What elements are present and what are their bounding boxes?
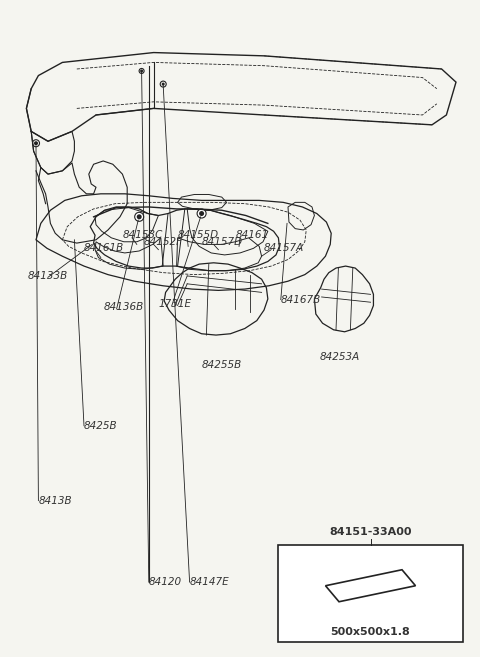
Circle shape [140, 70, 143, 72]
Text: 84147E: 84147E [190, 577, 229, 587]
Bar [278, 545, 463, 642]
Text: 84157D: 84157D [202, 237, 243, 247]
Text: 84253A: 84253A [319, 352, 360, 363]
Text: 84155D: 84155D [178, 230, 219, 240]
Circle shape [34, 141, 38, 145]
Text: 84151-33A00: 84151-33A00 [329, 527, 412, 537]
Text: 84161: 84161 [235, 230, 268, 240]
Text: 84136B: 84136B [103, 302, 144, 312]
Circle shape [135, 212, 144, 221]
Circle shape [197, 209, 206, 218]
Text: 1731E: 1731E [158, 298, 192, 309]
Text: 84120: 84120 [149, 577, 182, 587]
Text: 84161B: 84161B [84, 243, 124, 254]
Text: 84153C: 84153C [122, 230, 163, 240]
Circle shape [137, 214, 142, 219]
Circle shape [162, 83, 165, 85]
Text: 84152F: 84152F [144, 237, 183, 247]
Text: 8425B: 8425B [84, 420, 118, 431]
Text: 84167B: 84167B [281, 294, 321, 305]
Text: 84133B: 84133B [28, 271, 68, 281]
Circle shape [199, 211, 204, 216]
Text: 8413B: 8413B [38, 495, 72, 506]
Text: 500x500x1.8: 500x500x1.8 [331, 627, 410, 637]
Text: 84255B: 84255B [202, 360, 242, 371]
Text: 84157A: 84157A [264, 243, 304, 254]
